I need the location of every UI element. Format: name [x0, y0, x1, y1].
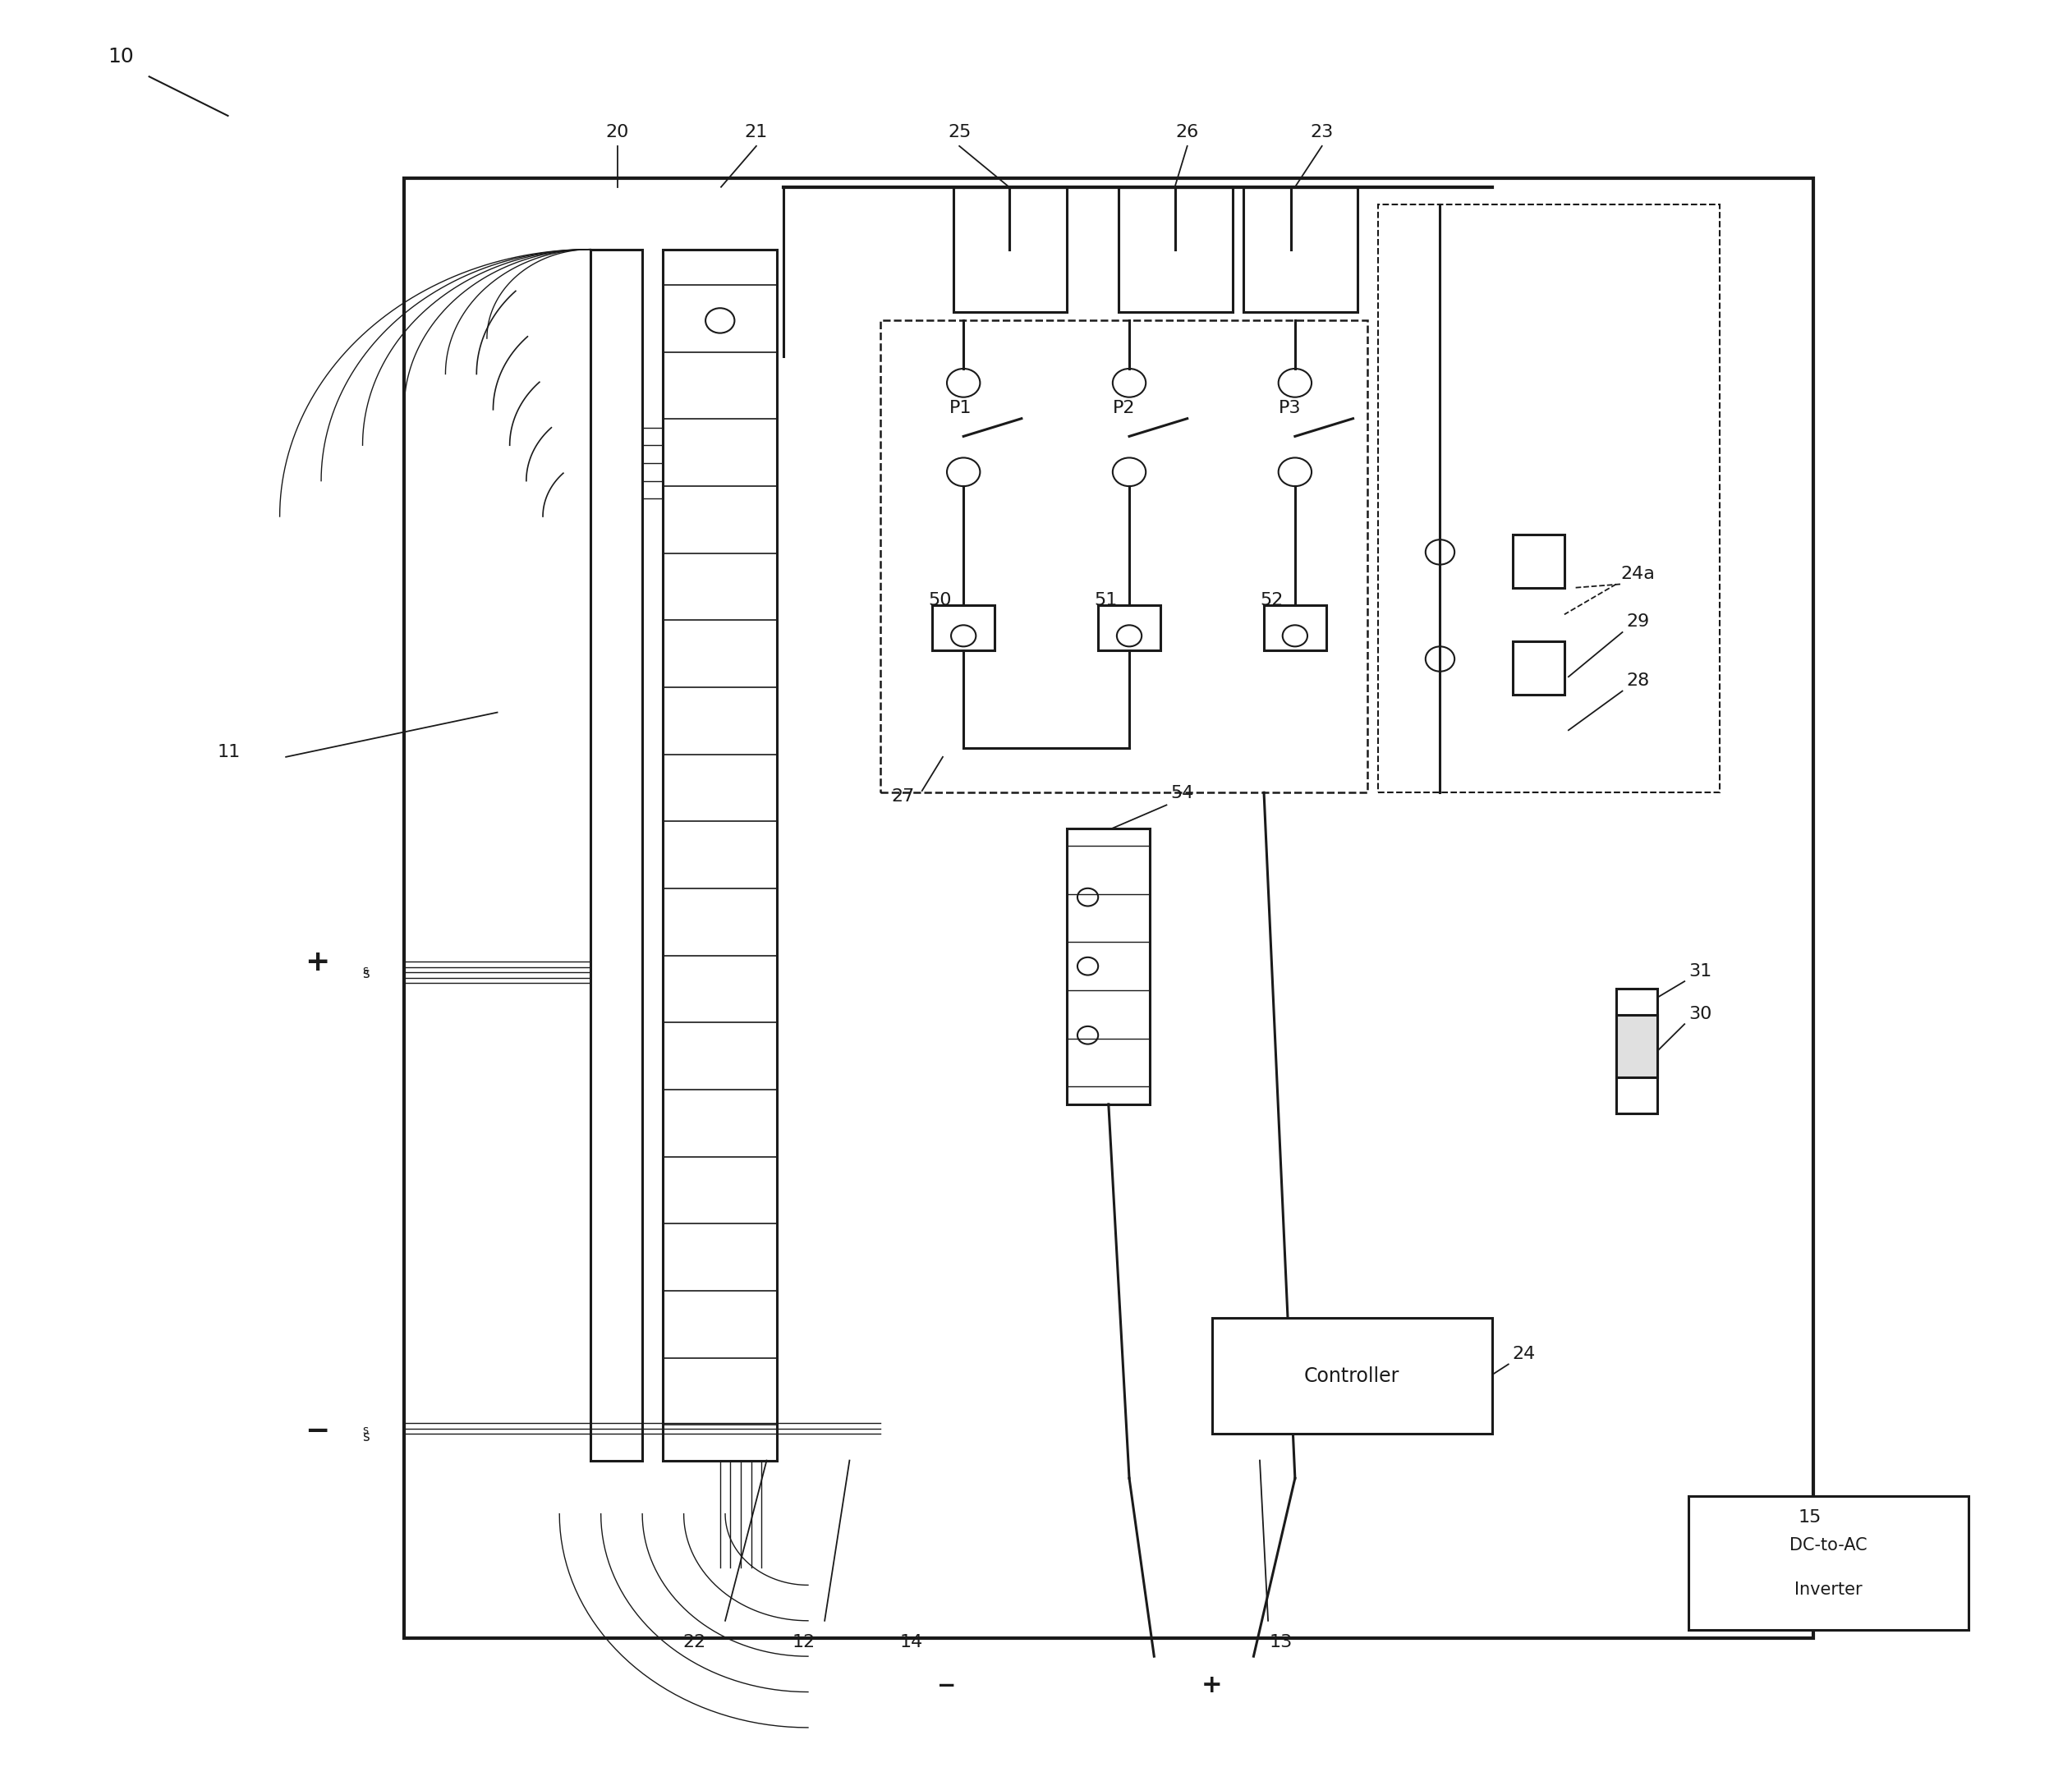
Text: 13: 13: [1268, 1635, 1293, 1651]
Text: 30: 30: [1689, 1006, 1711, 1022]
Bar: [1378, 205, 1720, 793]
Text: +: +: [1202, 1672, 1222, 1697]
Bar: [1119, 187, 1233, 312]
Text: 11: 11: [218, 744, 240, 760]
Text: 54: 54: [1171, 785, 1193, 801]
Text: 26: 26: [1175, 125, 1200, 141]
Bar: [591, 249, 642, 1460]
Bar: [1616, 988, 1658, 1113]
Bar: [1513, 641, 1564, 695]
Text: 24: 24: [1513, 1346, 1535, 1362]
Bar: [663, 249, 777, 1460]
Text: 10: 10: [108, 46, 135, 66]
Text: 28: 28: [1627, 673, 1649, 689]
Text: 23: 23: [1310, 125, 1334, 141]
Bar: [1513, 534, 1564, 588]
Text: DC-to-AC: DC-to-AC: [1790, 1537, 1867, 1553]
Bar: [1243, 187, 1357, 312]
Text: 29: 29: [1627, 614, 1649, 630]
Text: 25: 25: [947, 125, 972, 141]
Text: s: s: [363, 1430, 369, 1444]
Text: 14: 14: [899, 1635, 924, 1651]
Text: −: −: [305, 1418, 329, 1444]
Text: s: s: [363, 1425, 369, 1435]
Bar: [1098, 606, 1160, 650]
Text: 20: 20: [605, 125, 630, 141]
Text: +: +: [305, 949, 329, 976]
Text: P2: P2: [1113, 401, 1135, 417]
Text: 31: 31: [1689, 964, 1711, 980]
Text: 12: 12: [792, 1635, 816, 1651]
Text: 21: 21: [744, 125, 769, 141]
Text: 50: 50: [928, 593, 951, 609]
Text: 51: 51: [1094, 593, 1117, 609]
Bar: [932, 606, 995, 650]
Text: 24a: 24a: [1620, 566, 1656, 582]
Text: 27: 27: [891, 789, 914, 805]
Text: 22: 22: [682, 1635, 707, 1651]
Bar: [953, 187, 1067, 312]
Bar: [404, 178, 1813, 1639]
Bar: [1264, 606, 1326, 650]
Text: −: −: [937, 1674, 957, 1697]
Text: s: s: [363, 967, 369, 981]
Text: 15: 15: [1798, 1510, 1821, 1526]
Text: Controller: Controller: [1303, 1366, 1401, 1386]
Text: P1: P1: [949, 401, 972, 417]
Bar: [1689, 1496, 1968, 1630]
Text: s: s: [363, 965, 369, 976]
Bar: [1212, 1318, 1492, 1434]
Bar: [881, 321, 1368, 793]
Bar: [1067, 828, 1150, 1104]
Text: Inverter: Inverter: [1794, 1582, 1863, 1598]
Text: 52: 52: [1260, 593, 1283, 609]
Bar: [1616, 1015, 1658, 1078]
Text: P3: P3: [1278, 401, 1301, 417]
